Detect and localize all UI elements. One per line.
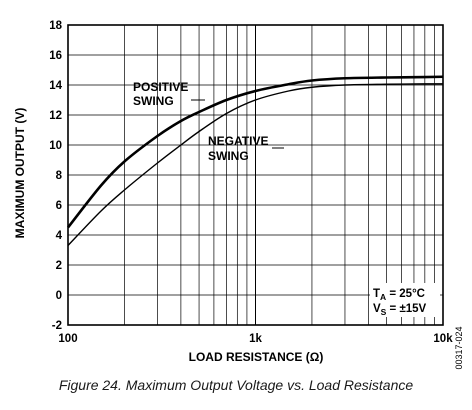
y-tick-label: 16 [49, 50, 62, 62]
condition-supply: VS = ±15V [373, 303, 427, 317]
y-tick-label: 12 [49, 110, 62, 122]
y-tick-label: 14 [49, 80, 62, 92]
x-axis-label: LOAD RESISTANCE (Ω) [189, 350, 324, 364]
positive-swing-label-line2: SWING [133, 94, 174, 108]
grid [68, 24, 443, 326]
positive-swing-label: POSITIVE SWING [133, 80, 192, 108]
y-tick-labels: -2 0 2 4 6 8 10 12 14 16 18 [49, 20, 62, 332]
y-tick-label: -2 [52, 320, 62, 332]
positive-swing-curve [66, 75, 444, 229]
figure-id: 00317-024 [454, 326, 464, 369]
negative-swing-label-line2: SWING [208, 149, 249, 163]
x-tick-labels: 100 1k 10k [58, 333, 453, 345]
condition-supply-subscript: S [381, 307, 387, 317]
negative-swing-label-line1: NEGATIVE [208, 134, 268, 148]
y-tick-label: 2 [56, 260, 62, 272]
condition-supply-value: = ±15V [386, 303, 426, 315]
y-tick-label: 8 [56, 170, 63, 182]
x-tick-label: 1k [249, 333, 262, 345]
negative-swing-curve [67, 83, 444, 246]
y-axis-label: MAXIMUM OUTPUT (V) [13, 108, 27, 239]
negative-swing-label: NEGATIVE SWING [208, 134, 272, 163]
figure-caption: Figure 24. Maximum Output Voltage vs. Lo… [58, 377, 414, 393]
y-tick-label: 10 [49, 140, 62, 152]
condition-temperature-value: = 25°C [386, 288, 425, 300]
plot-frame [67, 24, 444, 326]
conditions-box: TA = 25°C VS = ±15V [370, 283, 440, 317]
chart: -2 0 2 4 6 8 10 12 14 16 18 100 1k 10k LOAD RESISTAN… [13, 20, 464, 370]
curves [66, 75, 444, 246]
condition-temperature: TA = 25°C [373, 288, 425, 302]
y-tick-label: 6 [56, 200, 62, 212]
positive-swing-label-line1: POSITIVE [133, 80, 188, 94]
y-tick-label: 0 [56, 290, 62, 302]
y-tick-label: 18 [49, 20, 62, 32]
x-tick-label: 10k [433, 333, 453, 345]
y-tick-label: 4 [56, 230, 63, 242]
x-tick-label: 100 [58, 333, 77, 345]
conditions-background [370, 283, 440, 317]
condition-temperature-subscript: A [380, 292, 386, 302]
